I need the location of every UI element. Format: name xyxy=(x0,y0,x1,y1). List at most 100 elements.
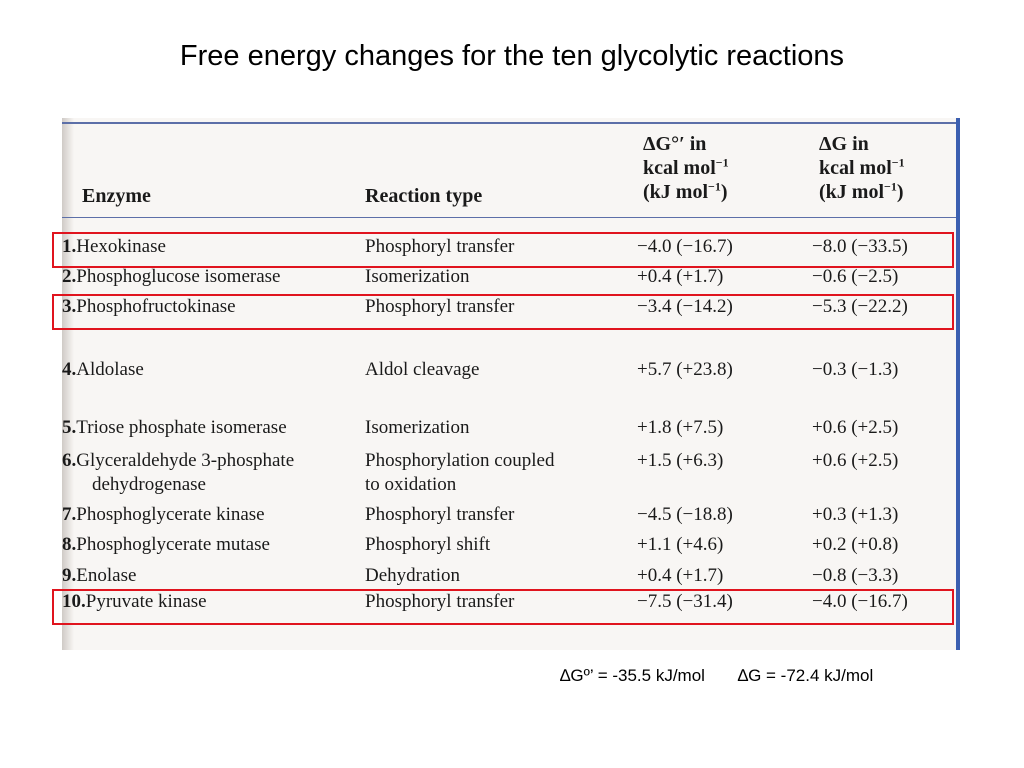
row-number: 10. xyxy=(62,591,86,612)
cell-reaction-type: Dehydration xyxy=(365,564,460,588)
cell-dg0: −7.5 (−31.4) xyxy=(637,591,733,612)
reaction-type: Phosphorylation coupled xyxy=(365,450,555,471)
table-row: 2.Phosphoglucose isomerase Isomerization +… xyxy=(62,265,956,295)
cell-enzyme: 8.Phosphoglycerate mutase xyxy=(62,533,270,557)
reaction-type: Aldol cleavage xyxy=(365,359,480,380)
header-dg: ΔG in kcal mol−1 (kJ mol−1) xyxy=(819,132,905,204)
row-number: 1. xyxy=(62,236,77,257)
header-dg0-line3: (kJ mol−1) xyxy=(643,180,729,204)
cell-enzyme: 7.Phosphoglycerate kinase xyxy=(62,503,265,527)
header-dg-line2: kcal mol−1 xyxy=(819,156,905,180)
row-number: 8. xyxy=(62,534,77,555)
table-header-rule xyxy=(62,217,956,218)
header-dg0-line2: kcal mol−1 xyxy=(643,156,729,180)
cell-dg0: +5.7 (+23.8) xyxy=(637,359,733,380)
header-dg0-kj-close: ) xyxy=(720,181,728,203)
cell-dg0: −3.4 (−14.2) xyxy=(637,296,733,317)
header-dg-unit-exp: −1 xyxy=(891,155,905,170)
cell-reaction-type: Phosphoryl transfer xyxy=(365,503,514,527)
enzyme-name: Triose phosphate isomerase xyxy=(76,417,287,438)
enzyme-name: Phosphoglycerate mutase xyxy=(76,534,270,555)
header-dg-line1: ΔG in xyxy=(819,133,869,155)
cell-enzyme: 10.Pyruvate kinase xyxy=(62,590,207,614)
row-number: 2. xyxy=(62,266,77,287)
cell-dg: +0.3 (+1.3) xyxy=(812,504,899,525)
reaction-type-continued: to oxidation xyxy=(365,474,457,495)
summary-dg-total: ∆G = -72.4 kJ/mol xyxy=(737,666,874,685)
reaction-type: Dehydration xyxy=(365,565,460,586)
cell-enzyme: 2.Phosphoglucose isomerase xyxy=(62,265,280,289)
cell-dg: −0.3 (−1.3) xyxy=(812,359,899,380)
row-number: 5. xyxy=(62,417,77,438)
scan-right-border xyxy=(956,118,960,650)
header-dg0-unit: kcal mol xyxy=(643,157,716,179)
header-dg0: ΔG°′ in kcal mol−1 (kJ mol−1) xyxy=(643,132,729,204)
reaction-type: Phosphoryl shift xyxy=(365,534,491,555)
cell-dg0: +1.8 (+7.5) xyxy=(637,417,724,438)
cell-reaction-type: Phosphoryl transfer xyxy=(365,590,514,614)
summary-dg0-total: ∆Gº’ = -35.5 kJ/mol xyxy=(560,666,705,685)
table-top-rule xyxy=(62,122,956,124)
cell-dg0: +0.4 (+1.7) xyxy=(637,266,724,287)
header-dg0-kj-unit: (kJ mol xyxy=(643,181,708,203)
cell-enzyme: 5.Triose phosphate isomerase xyxy=(62,416,287,440)
cell-dg: −8.0 (−33.5) xyxy=(812,236,908,257)
reaction-type: Phosphoryl transfer xyxy=(365,504,515,525)
header-dg-unit: kcal mol xyxy=(819,157,892,179)
cell-reaction-type: Isomerization xyxy=(365,416,469,440)
header-enzyme: Enzyme xyxy=(82,185,151,207)
cell-dg0: −4.0 (−16.7) xyxy=(637,236,733,257)
cell-dg: +0.6 (+2.5) xyxy=(812,417,899,438)
reaction-type: Phosphoryl transfer xyxy=(365,591,515,612)
cell-dg: −0.6 (−2.5) xyxy=(812,266,899,287)
header-dg0-line1: ΔG°′ in xyxy=(643,133,707,155)
row-number: 7. xyxy=(62,504,77,525)
table-row: 1.Hexokinase Phosphoryl transfer −4.0 (−16… xyxy=(62,235,956,265)
enzyme-name: Pyruvate kinase xyxy=(85,591,207,612)
enzyme-name: Glyceraldehyde 3-phosphate xyxy=(76,450,295,471)
enzyme-name-continued: dehydrogenase xyxy=(92,474,206,495)
header-dg0-kj-exp: −1 xyxy=(708,179,721,194)
row-number: 3. xyxy=(62,296,77,317)
summary-totals: ∆Gº’ = -35.5 kJ/mol ∆G = -72.4 kJ/mol xyxy=(560,666,901,686)
cell-reaction-type: Isomerization xyxy=(365,265,469,289)
glycolysis-table-scan: Enzyme Reaction type ΔG°′ in kcal mol−1 … xyxy=(62,118,960,650)
cell-dg: +0.6 (+2.5) xyxy=(812,450,899,471)
cell-enzyme: 1.Hexokinase xyxy=(62,235,166,259)
cell-reaction-type: Phosphoryl transfer xyxy=(365,235,514,259)
enzyme-name: Phosphofructokinase xyxy=(76,296,236,317)
reaction-type: Isomerization xyxy=(365,417,470,438)
table-row: 10.Pyruvate kinase Phosphoryl transfer −7.… xyxy=(62,590,956,620)
cell-enzyme: 9.Enolase xyxy=(62,564,136,588)
header-dg-kj-unit: (kJ mol xyxy=(819,181,884,203)
enzyme-name: Phosphoglucose isomerase xyxy=(76,266,281,287)
reaction-type: Phosphoryl transfer xyxy=(365,236,515,257)
slide-title: Free energy changes for the ten glycolyt… xyxy=(179,40,845,72)
row-number: 4. xyxy=(62,359,77,380)
reaction-type: Phosphoryl transfer xyxy=(365,296,515,317)
cell-reaction-type: Phosphoryl transfer xyxy=(365,295,514,319)
cell-enzyme: 3.Phosphofructokinase xyxy=(62,295,236,319)
header-dg-kj-exp: −1 xyxy=(884,179,897,194)
cell-dg0: −4.5 (−18.8) xyxy=(637,504,733,525)
header-reaction-type: Reaction type xyxy=(365,185,483,207)
cell-dg: −0.8 (−3.3) xyxy=(812,565,899,586)
cell-dg: −5.3 (−22.2) xyxy=(812,296,908,317)
cell-reaction-type: Phosphorylation coupled to oxidation xyxy=(365,449,554,497)
cell-dg0: +1.1 (+4.6) xyxy=(637,534,724,555)
header-dg0-unit-exp: −1 xyxy=(715,155,729,170)
cell-reaction-type: Aldol cleavage xyxy=(365,358,479,382)
table-row: 9.Enolase Dehydration +0.4 (+1.7) −0.8 (−3.… xyxy=(62,564,956,594)
cell-dg: −4.0 (−16.7) xyxy=(812,591,908,612)
cell-enzyme: 4.Aldolase xyxy=(62,358,144,382)
cell-enzyme: 6.Glyceraldehyde 3-phosphate dehydrogenas… xyxy=(62,449,294,497)
header-dg-line3: (kJ mol−1) xyxy=(819,180,905,204)
row-number: 6. xyxy=(62,450,77,471)
cell-dg0: +0.4 (+1.7) xyxy=(637,565,724,586)
reaction-type: Isomerization xyxy=(365,266,470,287)
page-gutter-shadow xyxy=(62,118,74,650)
enzyme-name: Aldolase xyxy=(76,359,144,380)
enzyme-name: Phosphoglycerate kinase xyxy=(76,504,265,525)
cell-reaction-type: Phosphoryl shift xyxy=(365,533,490,557)
row-number: 9. xyxy=(62,565,77,586)
